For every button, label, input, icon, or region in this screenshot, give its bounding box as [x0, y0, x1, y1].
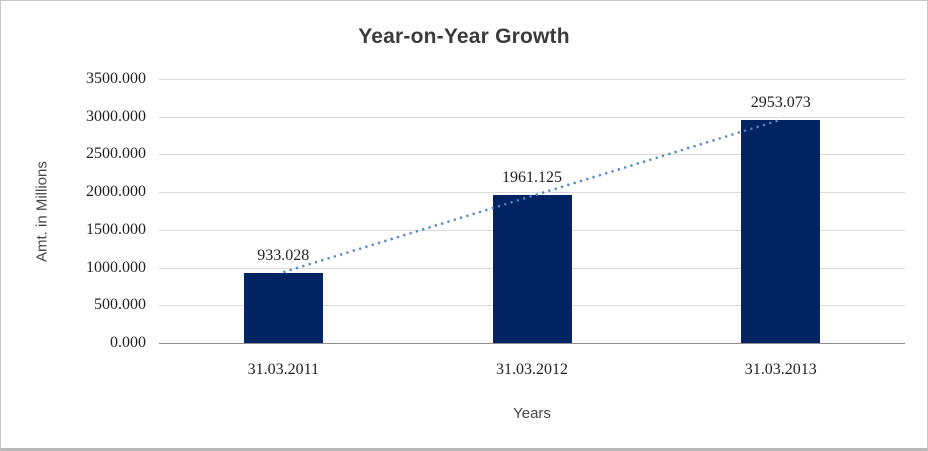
- trendline: [282, 118, 782, 274]
- y-tick-label: 2500.000: [86, 145, 146, 163]
- x-tick-label: 31.03.2013: [744, 361, 817, 378]
- plot-area: 933.028 1961.125 2953.073: [159, 79, 905, 344]
- gridline: [159, 116, 905, 118]
- y-tick-label: 500.000: [94, 296, 146, 314]
- bar-31.03.2013: [741, 120, 821, 343]
- bar-value-label: 933.028: [257, 246, 310, 264]
- x-axis-title: Years: [513, 405, 551, 422]
- x-tick-label: 31.03.2011: [247, 361, 319, 378]
- chart-title: Year-on-Year Growth: [358, 25, 570, 48]
- bar-31.03.2011: [243, 272, 323, 343]
- y-tick-label: 0.000: [110, 334, 146, 351]
- x-tick-label: 31.03.2012: [496, 361, 568, 378]
- gridline: [159, 154, 905, 156]
- y-tick-label: 1000.000: [86, 258, 146, 276]
- trendline-segment: [282, 118, 782, 274]
- y-tick-label: 2000.000: [86, 183, 146, 201]
- y-tick-label: 3500.000: [86, 70, 146, 87]
- gridline: [159, 79, 905, 80]
- y-axis-title: Amt. in Millions: [33, 161, 51, 263]
- bar-value-label: 1961.125: [502, 169, 562, 187]
- gridline: [159, 192, 905, 194]
- y-tick-label: 1500.000: [86, 220, 146, 238]
- y-tick-label: 3000.000: [86, 107, 146, 125]
- bar-31.03.2012: [492, 195, 572, 343]
- bar-value-label: 2953.073: [750, 94, 811, 112]
